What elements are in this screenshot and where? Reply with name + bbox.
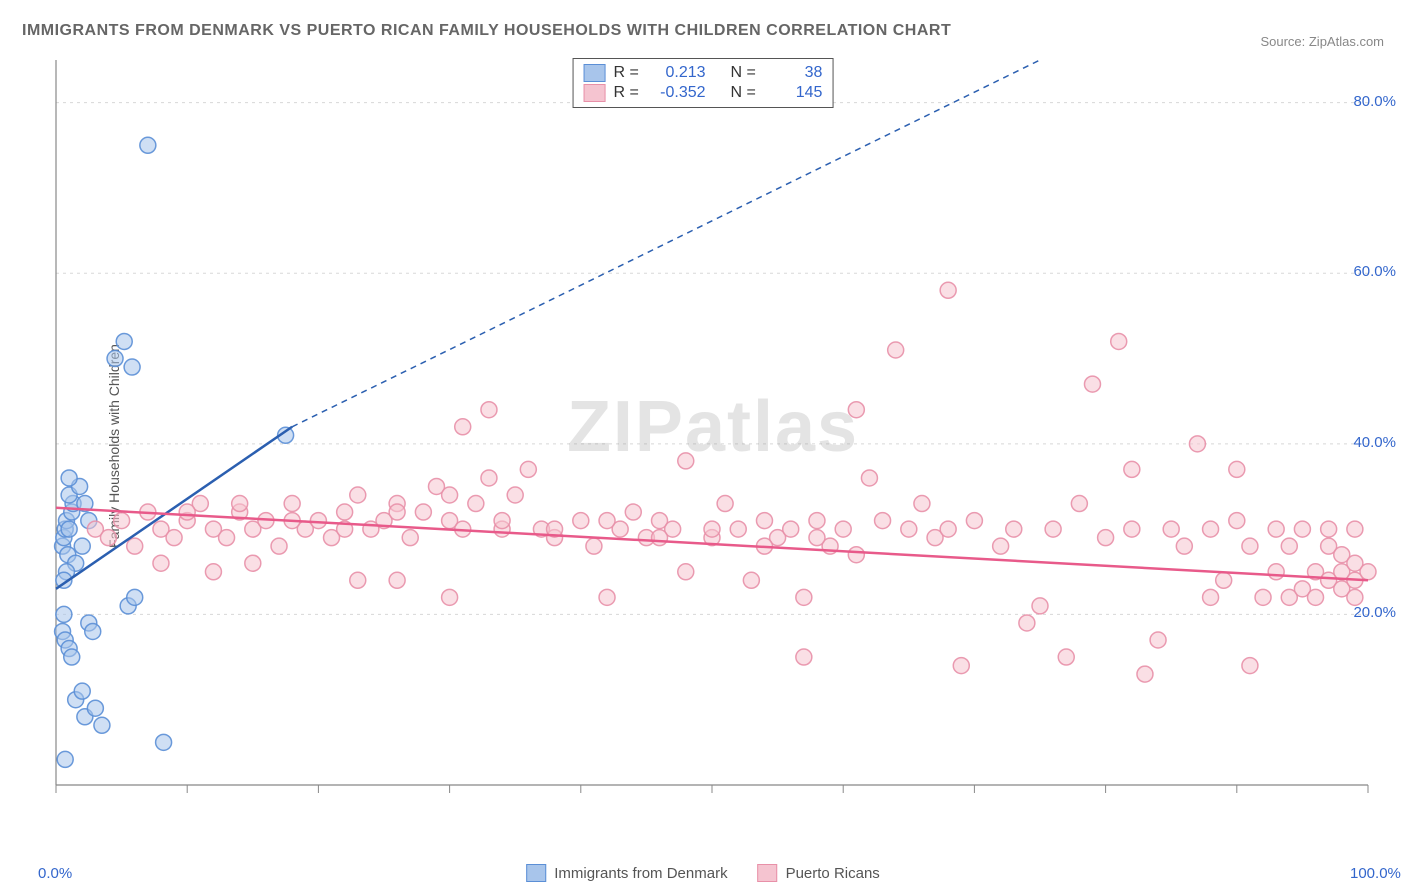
chart-area: ZIPatlas	[48, 55, 1378, 815]
legend-item: Puerto Ricans	[758, 864, 880, 882]
series-legend: Immigrants from Denmark Puerto Ricans	[526, 864, 880, 882]
correlation-legend: R = 0.213 N = 38 R = -0.352 N = 145	[573, 58, 834, 108]
n-label: N =	[730, 84, 758, 102]
y-tick-40: 40.0%	[1353, 434, 1396, 451]
r-label: R =	[614, 64, 642, 82]
y-tick-80: 80.0%	[1353, 93, 1396, 110]
source-attribution: Source: ZipAtlas.com	[1260, 34, 1384, 49]
chart-title: IMMIGRANTS FROM DENMARK VS PUERTO RICAN …	[22, 22, 951, 40]
legend-row: R = -0.352 N = 145	[584, 83, 823, 103]
legend-item: Immigrants from Denmark	[526, 864, 727, 882]
legend-swatch	[758, 864, 778, 882]
n-value: 38	[766, 64, 822, 82]
legend-swatch	[526, 864, 546, 882]
scatter-chart	[48, 55, 1378, 815]
n-label: N =	[730, 64, 758, 82]
legend-swatch	[584, 64, 606, 82]
legend-label: Immigrants from Denmark	[554, 865, 727, 882]
r-value: -0.352	[650, 84, 706, 102]
y-tick-60: 60.0%	[1353, 263, 1396, 280]
r-value: 0.213	[650, 64, 706, 82]
r-label: R =	[614, 84, 642, 102]
x-tick-max: 100.0%	[1350, 865, 1401, 882]
legend-swatch	[584, 84, 606, 102]
n-value: 145	[766, 84, 822, 102]
y-tick-20: 20.0%	[1353, 604, 1396, 621]
legend-row: R = 0.213 N = 38	[584, 63, 823, 83]
legend-label: Puerto Ricans	[786, 865, 880, 882]
x-tick-min: 0.0%	[38, 865, 72, 882]
